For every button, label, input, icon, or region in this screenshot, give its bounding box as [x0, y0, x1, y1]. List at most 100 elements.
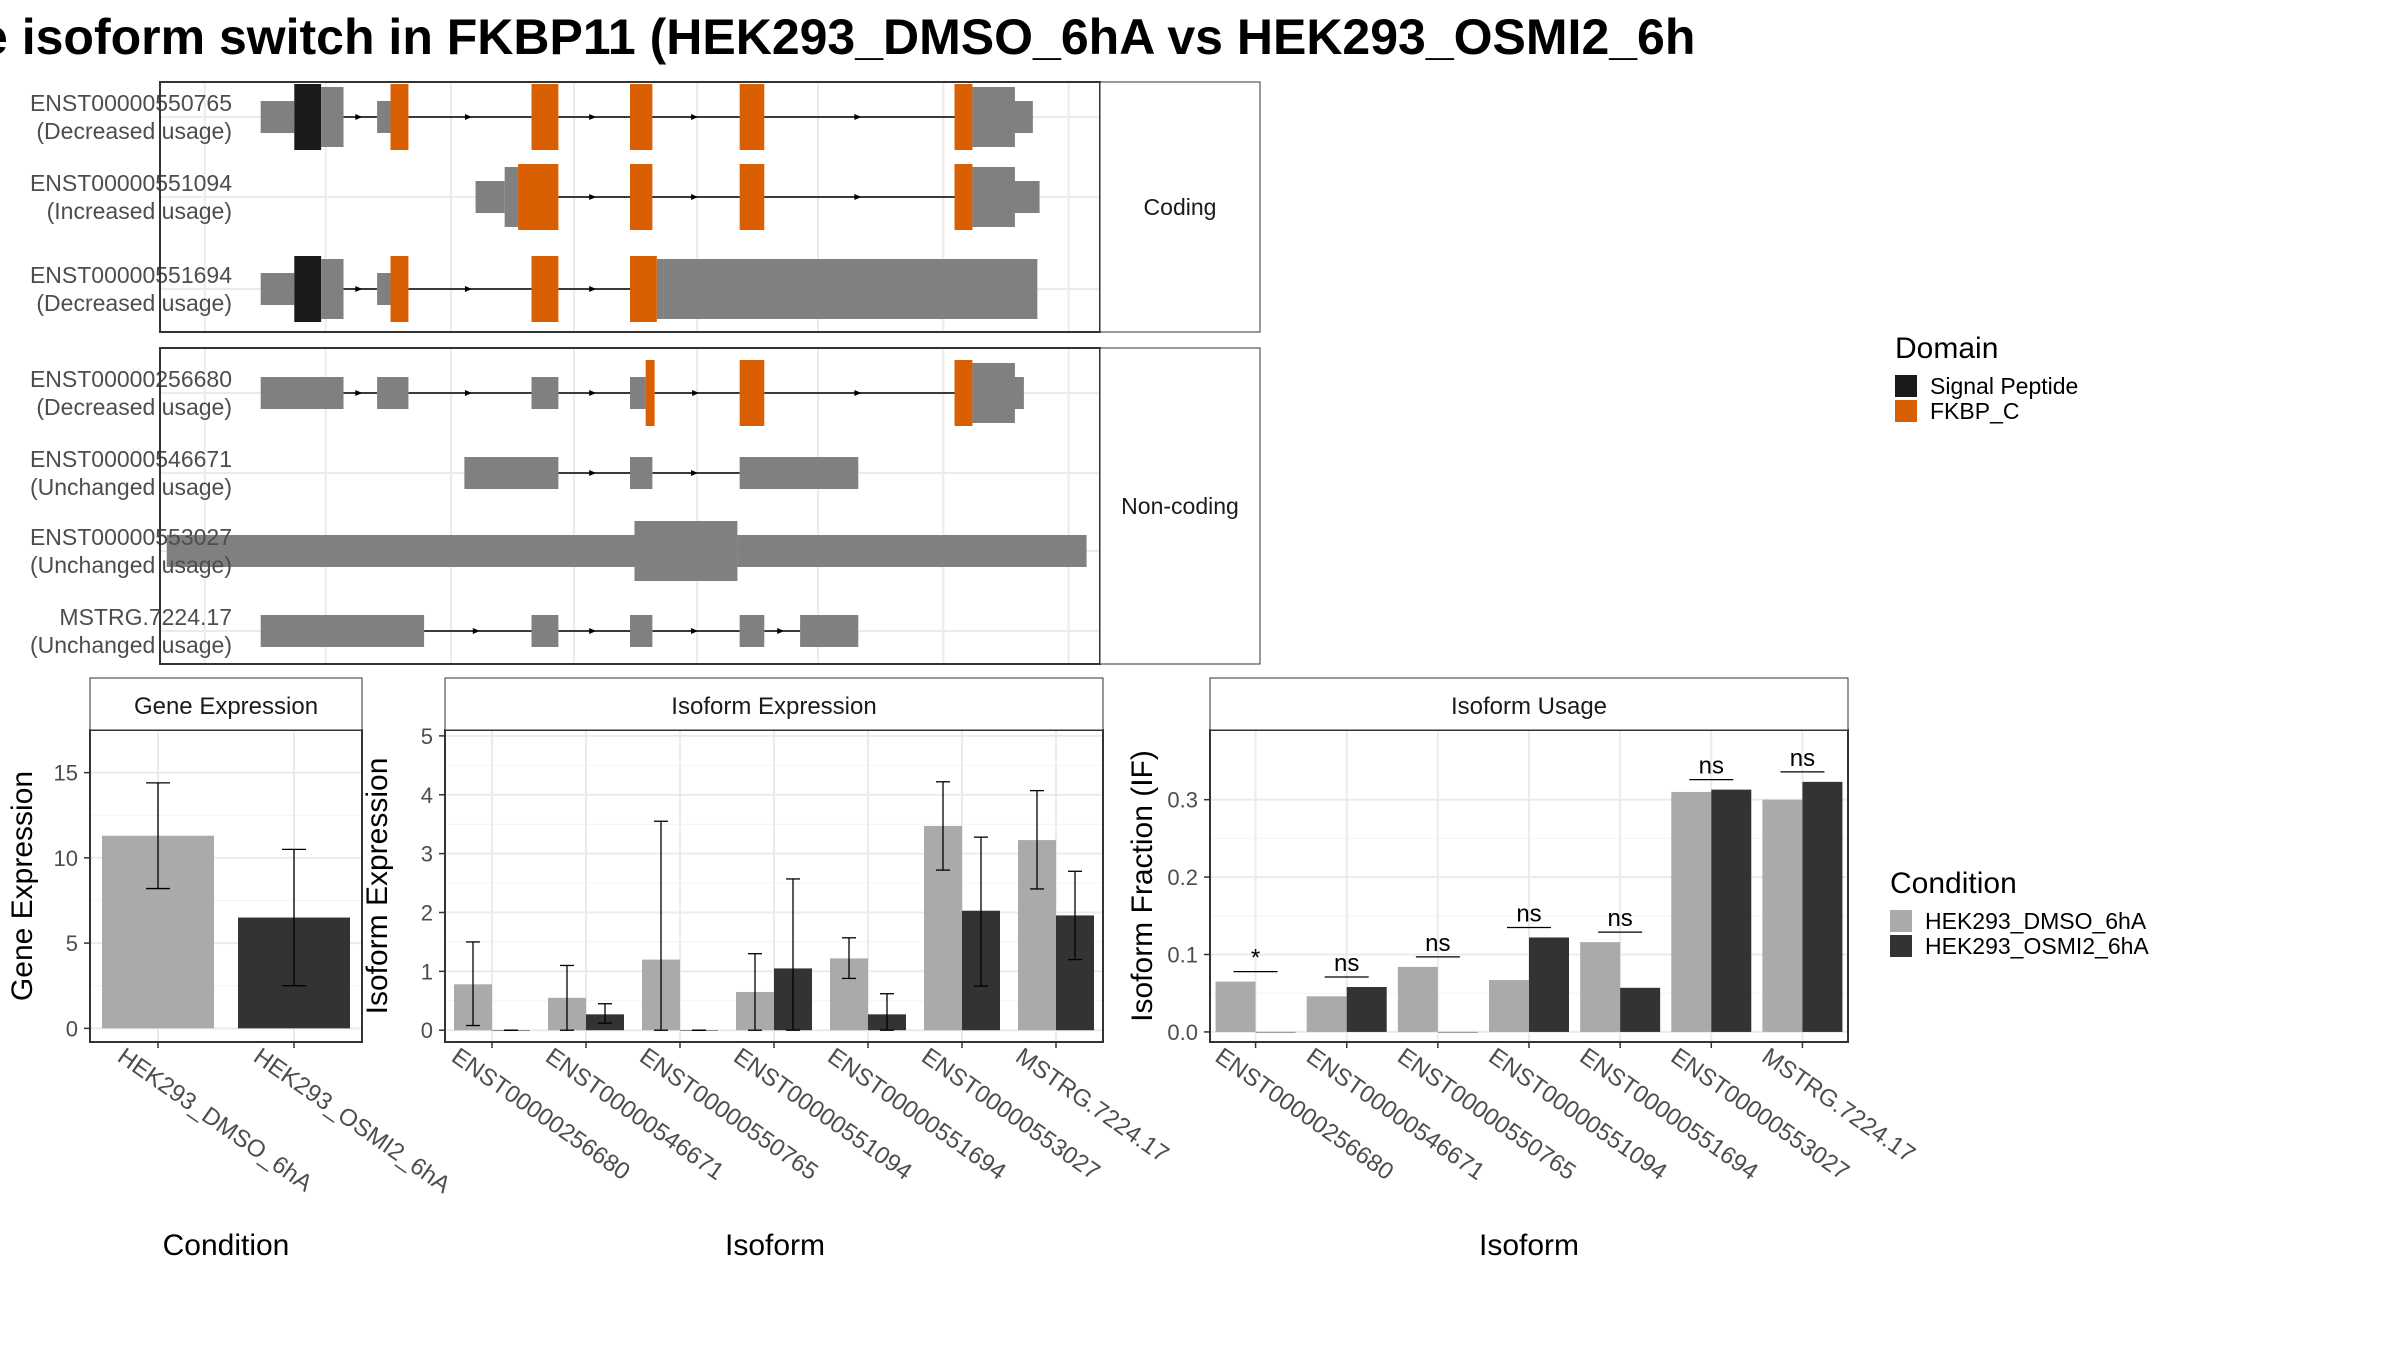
direction-arrow — [691, 194, 699, 200]
direction-arrow — [464, 114, 472, 120]
direction-arrow — [692, 390, 700, 396]
y-tick-label: 3 — [421, 842, 433, 867]
facet-strip-label: Non-coding — [1121, 493, 1239, 519]
fkbp-c-domain — [630, 84, 653, 150]
domain-legend-label: FKBP_C — [1930, 398, 2019, 424]
plot-title: e isoform switch in FKBP11 (HEK293_DMSO_… — [0, 9, 1696, 65]
x-tick-label: MSTRG.7224.17 — [1757, 1043, 1920, 1168]
domain-legend-key — [1895, 400, 1917, 422]
utr-exon — [737, 535, 1087, 567]
significance-label: * — [1251, 945, 1260, 972]
facet-strip — [89, 677, 363, 731]
bar — [1397, 966, 1438, 1032]
fkbp-c-domain — [954, 164, 973, 230]
transcript-usage-label: (Increased usage) — [47, 198, 232, 224]
transcript-id-label: ENST00000551694 — [30, 262, 232, 288]
y-tick-label: 10 — [54, 846, 78, 871]
y-tick-label: 2 — [421, 900, 433, 925]
facet-strip — [1209, 677, 1849, 731]
direction-arrow — [355, 114, 363, 120]
bar — [1306, 996, 1347, 1032]
direction-arrow — [691, 470, 699, 476]
direction-arrow — [589, 114, 597, 120]
direction-arrow — [355, 390, 363, 396]
bar — [1762, 799, 1803, 1032]
utr-exon — [1014, 377, 1024, 409]
utr-exon — [630, 615, 653, 647]
utr-exon — [800, 615, 859, 647]
fkbp-c-domain — [954, 84, 973, 150]
domain-legend-label: Signal Peptide — [1930, 373, 2078, 399]
direction-arrow — [691, 628, 699, 634]
utr-exon — [260, 101, 295, 133]
fkbp-c-domain — [390, 256, 409, 322]
y-tick-label: 0 — [66, 1016, 78, 1041]
direction-arrow — [472, 628, 480, 634]
facet-strip-label: Coding — [1144, 194, 1217, 220]
direction-arrow — [589, 194, 597, 200]
transcript-usage-label: (Unchanged usage) — [30, 552, 232, 578]
y-tick-label: 0.2 — [1167, 865, 1198, 890]
utr-exon — [377, 273, 391, 305]
chart-2: Isoform Expression 0 1 2 3 4 5 Isoform Expressi… — [361, 677, 1174, 1262]
direction-arrow — [854, 114, 862, 120]
direction-arrow — [589, 470, 597, 476]
fkbp-c-domain — [739, 360, 765, 426]
condition-legend-key — [1890, 910, 1912, 932]
facet-strip-label: Gene Expression — [134, 693, 318, 720]
utr-exon — [464, 457, 559, 489]
coding-exon — [504, 167, 519, 227]
significance-label: ns — [1699, 753, 1724, 780]
condition-legend-label: HEK293_DMSO_6hA — [1925, 908, 2147, 934]
x-tick-label: MSTRG.7224.17 — [1011, 1043, 1174, 1168]
facet-strip-label: Isoform Expression — [671, 693, 876, 720]
facet-strip — [1099, 81, 1261, 333]
utr-exon — [260, 615, 425, 647]
significance-label: ns — [1790, 745, 1815, 772]
fkbp-c-domain — [630, 164, 653, 230]
utr-exon — [630, 377, 646, 409]
transcript-usage-label: (Decreased usage) — [36, 290, 232, 316]
transcript-usage-label: (Decreased usage) — [36, 394, 232, 420]
bar — [1580, 942, 1621, 1032]
coding-exon — [321, 87, 344, 147]
utr-exon — [1014, 181, 1040, 213]
signal-peptide-domain — [294, 256, 322, 322]
bar — [1671, 791, 1712, 1032]
facet-strip — [1099, 347, 1261, 665]
bar — [1346, 987, 1387, 1032]
y-tick-label: 0.3 — [1167, 788, 1198, 813]
y-tick-label: 15 — [54, 761, 78, 786]
coding-exon — [656, 259, 664, 319]
direction-arrow — [854, 194, 862, 200]
coding-exon — [321, 259, 344, 319]
fkbp-c-domain — [739, 84, 765, 150]
coding-exon — [634, 521, 738, 581]
transcript-id-label: ENST00000546671 — [30, 446, 232, 472]
utr-exon — [377, 101, 391, 133]
transcript-usage-label: (Unchanged usage) — [30, 632, 232, 658]
direction-arrow — [464, 390, 472, 396]
condition-legend-label: HEK293_OSMI2_6hA — [1925, 933, 2149, 959]
transcript-id-label: ENST00000256680 — [30, 366, 232, 392]
fkbp-c-domain — [630, 256, 657, 322]
utr-exon — [531, 615, 559, 647]
utr-exon — [377, 377, 409, 409]
direction-arrow — [589, 286, 597, 292]
chart-3: * ns ns ns ns ns ns Isoform Usage 0.0 0.1 0.2 0.3 Is… — [1126, 677, 1920, 1262]
condition-legend-key — [1890, 935, 1912, 957]
utr-exon — [531, 377, 559, 409]
bar — [1620, 987, 1661, 1032]
utr-exon — [739, 457, 859, 489]
y-tick-label: 5 — [421, 724, 433, 749]
bar — [1215, 981, 1256, 1032]
bar — [1489, 980, 1529, 1032]
direction-arrow — [589, 628, 597, 634]
x-axis-title: Condition — [163, 1229, 290, 1262]
direction-arrow — [355, 286, 363, 292]
y-tick-label: 0 — [421, 1018, 433, 1043]
domain-legend-key — [1895, 375, 1917, 397]
bar — [1529, 937, 1569, 1032]
x-axis-title: Isoform — [725, 1229, 825, 1262]
